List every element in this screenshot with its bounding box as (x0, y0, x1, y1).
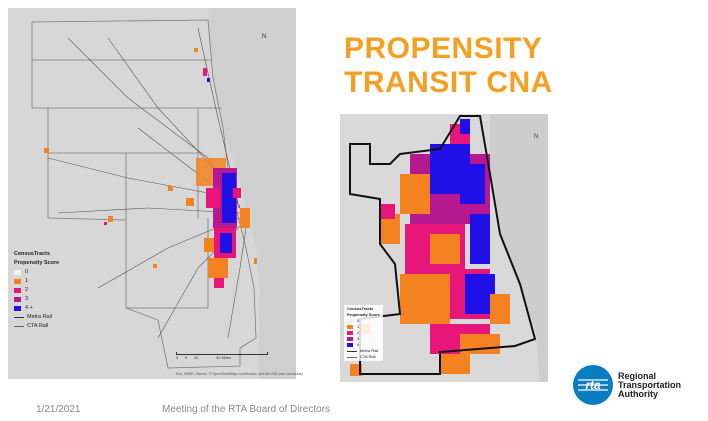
swatch-4 (347, 343, 353, 347)
legend-left-metra: Metra Rail (14, 313, 59, 322)
swatch-1 (14, 279, 21, 284)
title-line-2: TRANSIT CNA (344, 66, 553, 99)
legend-right: CensusTracts Propensity Score 0 1 2 3 4 … (344, 305, 383, 361)
swatch-1 (347, 325, 353, 329)
legend-left: CensusTracts Propensity Score 0 1 2 3 4 … (14, 250, 59, 331)
propensity-tracts-right (350, 119, 510, 376)
swatch-3 (14, 297, 21, 302)
metra-line-symbol (14, 317, 24, 318)
legend-right-subheading: Propensity Score (347, 312, 380, 317)
legend-right-heading: CensusTracts (347, 306, 374, 311)
legend-left-cta: CTA Rail (14, 322, 59, 331)
propensity-tracts-left (44, 48, 257, 288)
legend-left-item-1: 1 (14, 277, 59, 286)
legend-right-item-1: 1 (347, 324, 380, 330)
rta-logo-mark: rta (573, 365, 613, 405)
swatch-4 (14, 306, 21, 311)
cta-line-symbol (14, 326, 24, 327)
rta-logo-text: Regional Transportation Authority (618, 370, 682, 399)
footer-date: 1/21/2021 (36, 404, 81, 415)
north-arrow-label-right: N (534, 134, 539, 140)
swatch-0 (14, 270, 21, 275)
slide-title: PROPENSITY TRANSIT CNA (344, 32, 553, 100)
legend-left-item-4: 4 + (14, 304, 59, 313)
legend-left-item-3: 3 (14, 295, 59, 304)
scale-bar-line (176, 352, 268, 355)
city-boundary (349, 115, 537, 375)
legend-left-subheading: Propensity Score (14, 260, 60, 266)
attribution-left: Esri, HERE, Garmin, © OpenStreetMap cont… (176, 372, 303, 376)
rta-logo: rta Regional Transportation Authority (572, 364, 681, 406)
cta-line-symbol (347, 356, 357, 358)
legend-left-item-0: 0 (14, 268, 59, 277)
legend-right-item-4: 4 (347, 342, 380, 348)
scale-bar-left: 0 5 10 20 Miles (176, 352, 268, 360)
regional-map (8, 8, 296, 379)
legend-right-metra: Metra Rail (347, 348, 380, 354)
swatch-2 (347, 331, 353, 335)
rta-logo-mark-text: rta (585, 378, 601, 392)
footer-meeting: Meeting of the RTA Board of Directors (162, 404, 331, 415)
north-arrow-label-left: N (262, 34, 267, 40)
title-line-1: PROPENSITY (344, 32, 543, 65)
legend-right-item-3: 3 (347, 336, 380, 342)
legend-right-item-0: 0 (347, 318, 380, 324)
regional-map-svg (8, 8, 296, 379)
legend-left-heading: CensusTracts (14, 251, 51, 257)
metra-line-symbol (347, 350, 357, 352)
legend-left-item-2: 2 (14, 286, 59, 295)
lake-michigan-right (490, 114, 548, 382)
swatch-0 (347, 319, 353, 323)
lake-michigan (208, 8, 296, 379)
swatch-3 (347, 337, 353, 341)
swatch-2 (14, 288, 21, 293)
legend-right-item-2: 2 (347, 330, 380, 336)
legend-right-cta: CTA Rail (347, 354, 380, 360)
